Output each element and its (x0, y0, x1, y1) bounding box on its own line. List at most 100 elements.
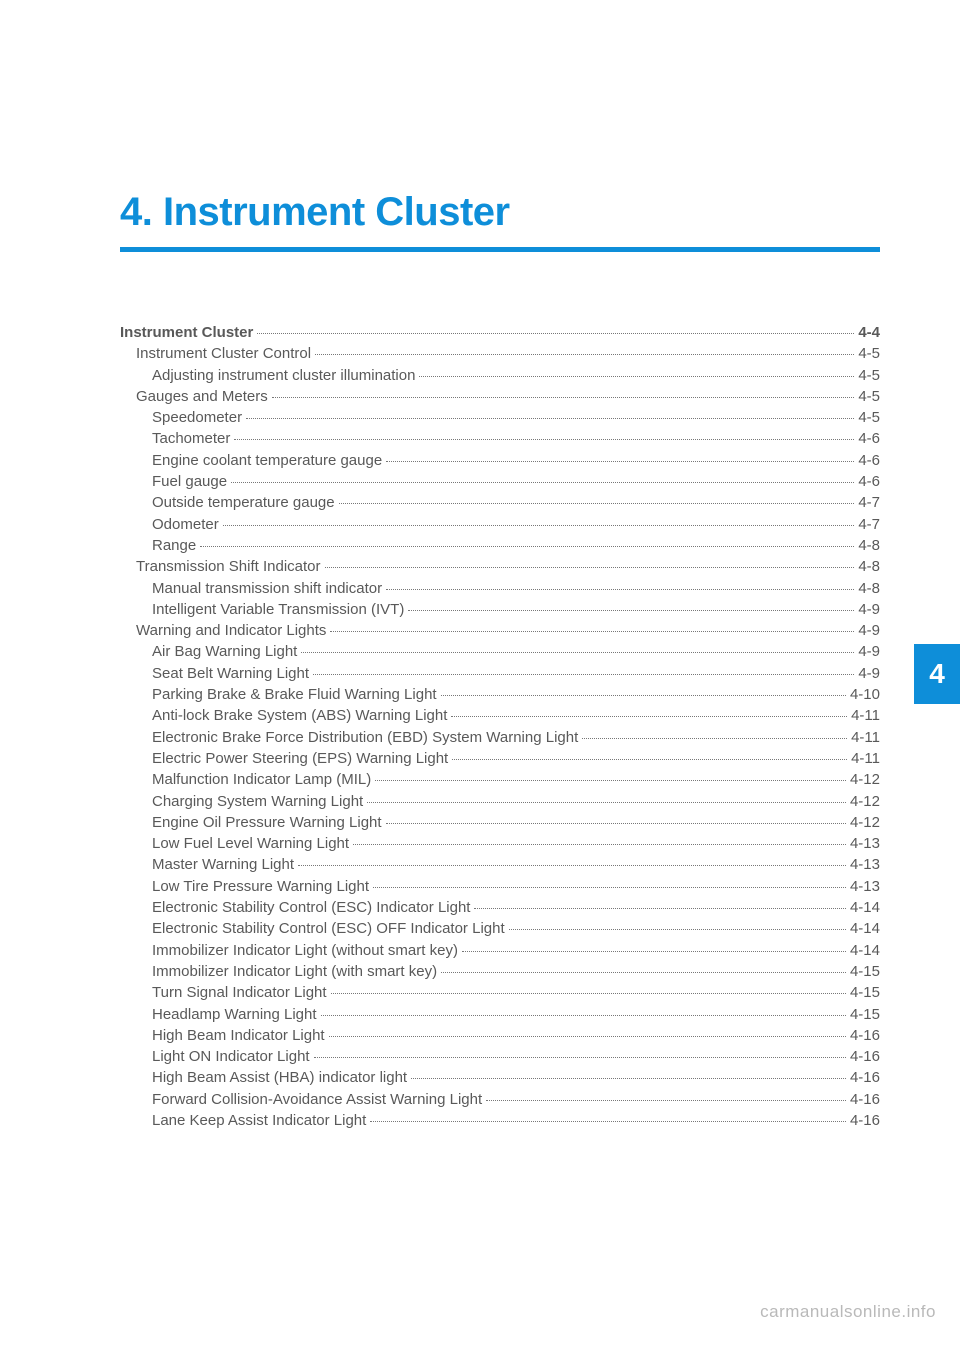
table-of-contents: Instrument Cluster4-4Instrument Cluster … (120, 322, 880, 1131)
toc-leader-dots (462, 951, 846, 952)
toc-row: Speedometer 4-5 (120, 407, 880, 428)
toc-leader-dots (339, 503, 855, 504)
toc-page: 4-7 (858, 514, 880, 535)
toc-label: Tachometer (152, 428, 230, 449)
toc-label: Immobilizer Indicator Light (without sma… (152, 940, 458, 961)
toc-page: 4-16 (850, 1025, 880, 1046)
toc-leader-dots (373, 887, 846, 888)
toc-label: Low Tire Pressure Warning Light (152, 876, 369, 897)
toc-label: Master Warning Light (152, 854, 294, 875)
toc-row: Immobilizer Indicator Light (with smart … (120, 961, 880, 982)
toc-row: Fuel gauge 4-6 (120, 471, 880, 492)
toc-leader-dots (452, 759, 847, 760)
toc-label: Fuel gauge (152, 471, 227, 492)
toc-page: 4-16 (850, 1046, 880, 1067)
toc-row: Electronic Brake Force Distribution (EBD… (120, 727, 880, 748)
toc-page: 4-15 (850, 982, 880, 1003)
toc-label: Engine Oil Pressure Warning Light (152, 812, 382, 833)
toc-label: Speedometer (152, 407, 242, 428)
watermark: carmanualsonline.info (760, 1302, 936, 1322)
toc-leader-dots (301, 652, 854, 653)
toc-leader-dots (315, 354, 854, 355)
toc-page: 4-10 (850, 684, 880, 705)
toc-label: Instrument Cluster (120, 322, 253, 343)
toc-row: Headlamp Warning Light 4-15 (120, 1004, 880, 1025)
toc-row: Malfunction Indicator Lamp (MIL)4-12 (120, 769, 880, 790)
toc-label: Lane Keep Assist Indicator Light (152, 1110, 366, 1131)
toc-leader-dots (231, 482, 854, 483)
toc-label: Forward Collision-Avoidance Assist Warni… (152, 1089, 482, 1110)
toc-row: Low Fuel Level Warning Light4-13 (120, 833, 880, 854)
chapter-title: 4. Instrument Cluster (120, 190, 880, 235)
toc-leader-dots (386, 461, 854, 462)
toc-label: Electronic Stability Control (ESC) OFF I… (152, 918, 505, 939)
toc-row: Manual transmission shift indicator4-8 (120, 578, 880, 599)
toc-label: Intelligent Variable Transmission (IVT) (152, 599, 404, 620)
toc-label: Electric Power Steering (EPS) Warning Li… (152, 748, 448, 769)
toc-row: Master Warning Light4-13 (120, 854, 880, 875)
toc-leader-dots (408, 610, 854, 611)
toc-leader-dots (353, 844, 846, 845)
toc-label: Adjusting instrument cluster illuminatio… (152, 365, 415, 386)
toc-page: 4-11 (851, 748, 880, 769)
toc-leader-dots (451, 716, 847, 717)
toc-page: 4-8 (858, 535, 880, 556)
toc-page: 4-5 (858, 407, 880, 428)
toc-page: 4-12 (850, 791, 880, 812)
toc-label: Outside temperature gauge (152, 492, 335, 513)
toc-page: 4-5 (858, 386, 880, 407)
toc-leader-dots (200, 546, 854, 547)
toc-row: Engine Oil Pressure Warning Light4-12 (120, 812, 880, 833)
toc-row: Warning and Indicator Lights 4-9 (120, 620, 880, 641)
toc-row: Immobilizer Indicator Light (without sma… (120, 940, 880, 961)
toc-page: 4-6 (858, 471, 880, 492)
toc-page: 4-14 (850, 940, 880, 961)
toc-label: Malfunction Indicator Lamp (MIL) (152, 769, 371, 790)
toc-leader-dots (257, 333, 854, 334)
toc-row: High Beam Indicator Light4-16 (120, 1025, 880, 1046)
toc-row: Transmission Shift Indicator4-8 (120, 556, 880, 577)
title-rule (120, 247, 880, 252)
toc-page: 4-9 (858, 641, 880, 662)
toc-row: Parking Brake & Brake Fluid Warning Ligh… (120, 684, 880, 705)
toc-row: Tachometer 4-6 (120, 428, 880, 449)
toc-leader-dots (441, 695, 846, 696)
toc-leader-dots (582, 738, 847, 739)
toc-row: Odometer 4-7 (120, 514, 880, 535)
toc-label: Warning and Indicator Lights (136, 620, 326, 641)
page-content: 4. Instrument Cluster Instrument Cluster… (0, 0, 960, 1131)
toc-label: Gauges and Meters (136, 386, 268, 407)
toc-row: Low Tire Pressure Warning Light4-13 (120, 876, 880, 897)
toc-page: 4-9 (858, 620, 880, 641)
toc-label: Headlamp Warning Light (152, 1004, 317, 1025)
toc-row: Turn Signal Indicator Light4-15 (120, 982, 880, 1003)
toc-row: Adjusting instrument cluster illuminatio… (120, 365, 880, 386)
toc-page: 4-6 (858, 428, 880, 449)
toc-row: Gauges and Meters 4-5 (120, 386, 880, 407)
toc-label: Immobilizer Indicator Light (with smart … (152, 961, 437, 982)
toc-label: High Beam Assist (HBA) indicator light (152, 1067, 407, 1088)
toc-leader-dots (325, 567, 855, 568)
toc-label: Electronic Stability Control (ESC) Indic… (152, 897, 470, 918)
toc-page: 4-8 (858, 556, 880, 577)
toc-leader-dots (330, 631, 854, 632)
toc-leader-dots (298, 865, 846, 866)
toc-label: Odometer (152, 514, 219, 535)
toc-label: Anti-lock Brake System (ABS) Warning Lig… (152, 705, 447, 726)
toc-row: Range4-8 (120, 535, 880, 556)
toc-page: 4-9 (858, 663, 880, 684)
toc-leader-dots (509, 929, 846, 930)
toc-page: 4-15 (850, 1004, 880, 1025)
toc-page: 4-15 (850, 961, 880, 982)
toc-page: 4-7 (858, 492, 880, 513)
toc-page: 4-4 (858, 322, 880, 343)
chapter-side-tab: 4 (914, 644, 960, 704)
toc-row: Electronic Stability Control (ESC) Indic… (120, 897, 880, 918)
toc-page: 4-14 (850, 918, 880, 939)
toc-label: Air Bag Warning Light (152, 641, 297, 662)
toc-page: 4-5 (858, 343, 880, 364)
toc-leader-dots (329, 1036, 846, 1037)
toc-leader-dots (246, 418, 854, 419)
toc-page: 4-5 (858, 365, 880, 386)
toc-label: Charging System Warning Light (152, 791, 363, 812)
